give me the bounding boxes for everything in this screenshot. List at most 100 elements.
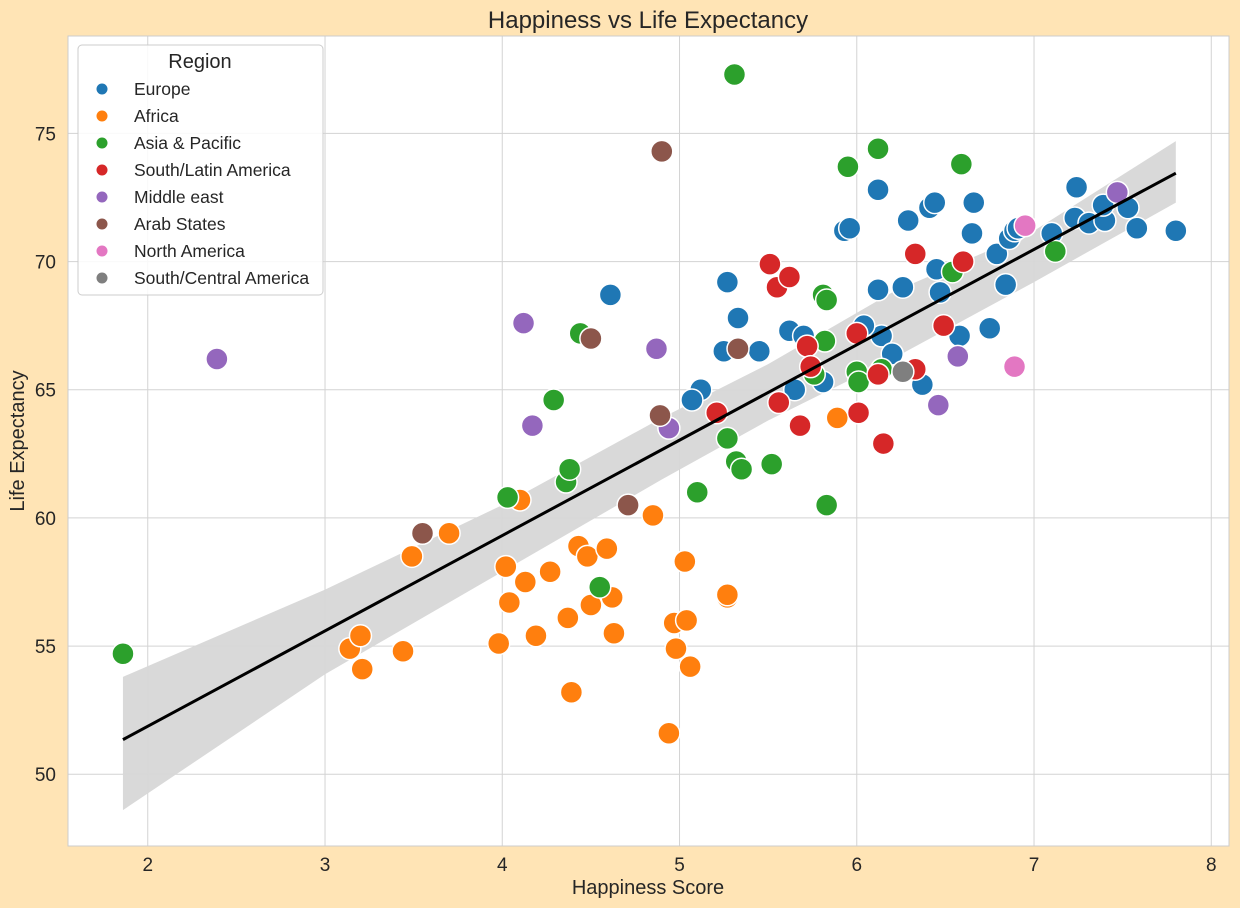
legend-marker — [96, 83, 108, 95]
legend-label: Europe — [134, 79, 190, 99]
data-point — [866, 137, 890, 161]
data-point — [391, 639, 415, 663]
data-point — [896, 208, 920, 233]
data-point — [513, 570, 538, 594]
series-north-america — [1002, 213, 1037, 379]
data-point — [350, 657, 374, 681]
data-point — [648, 403, 672, 428]
y-tick-label: 50 — [35, 765, 56, 786]
y-tick-label: 75 — [35, 124, 56, 145]
data-point — [524, 624, 548, 648]
data-point — [494, 554, 518, 579]
data-point — [788, 413, 812, 438]
data-point — [556, 606, 580, 630]
data-point — [495, 485, 520, 510]
y-tick-label: 70 — [35, 253, 56, 274]
data-point — [680, 388, 704, 412]
data-point — [977, 316, 1002, 340]
data-point — [866, 178, 890, 202]
data-point — [993, 272, 1018, 297]
data-point — [650, 139, 674, 164]
legend-label: Asia & Pacific — [134, 133, 241, 153]
regression-line — [122, 171, 1177, 741]
series-africa — [338, 406, 850, 745]
data-point — [559, 680, 584, 704]
legend-items: Europe Africa Asia & Pacific South/Latin Am… — [96, 79, 309, 288]
data-point — [846, 370, 871, 394]
data-point — [891, 360, 915, 384]
data-point — [836, 154, 860, 179]
data-point — [747, 339, 772, 364]
series-arab-states — [410, 139, 750, 546]
data-point — [520, 413, 545, 438]
data-point — [951, 249, 975, 274]
legend-marker — [96, 164, 108, 176]
data-point — [616, 493, 640, 517]
data-point — [777, 265, 802, 289]
data-point — [960, 221, 984, 246]
legend-label: South/Latin America — [134, 160, 291, 180]
legend-marker — [96, 218, 108, 230]
data-point — [1064, 175, 1089, 199]
data-point — [641, 503, 665, 528]
data-point — [949, 152, 974, 176]
data-point — [1164, 219, 1188, 243]
data-point — [814, 493, 839, 517]
x-tick-label: 4 — [497, 855, 508, 876]
data-point — [348, 624, 373, 648]
chart-title: Happiness vs Life Expectancy — [488, 7, 808, 34]
y-axis-title: Life Expectancy — [7, 370, 29, 511]
data-point — [866, 362, 890, 387]
data-point — [726, 306, 750, 330]
x-tick-label: 6 — [851, 855, 862, 876]
legend-marker — [96, 191, 108, 203]
legend-label: Africa — [134, 106, 179, 126]
series-middle-east — [205, 180, 1130, 440]
y-tick-label: 55 — [35, 637, 56, 658]
legend-marker — [96, 272, 108, 284]
x-tick-label: 8 — [1206, 855, 1217, 876]
data-point — [931, 313, 956, 338]
legend-label: North America — [134, 241, 245, 261]
x-tick-label: 5 — [674, 855, 685, 876]
data-point — [729, 457, 754, 481]
data-point — [759, 452, 784, 476]
data-point — [486, 631, 511, 656]
regression-line-group — [122, 171, 1177, 741]
data-point — [541, 388, 566, 412]
data-point — [673, 549, 697, 574]
plot-border — [67, 35, 1230, 847]
data-point — [497, 590, 522, 615]
series-south-central-america — [891, 360, 915, 384]
confidence-band — [122, 141, 1176, 811]
data-point — [595, 536, 619, 561]
axis-ticks: 2 3 4 5 6 7 8 50 55 60 65 70 75 — [35, 124, 1217, 876]
data-point — [837, 216, 862, 240]
data-point — [1125, 216, 1149, 240]
data-point — [985, 242, 1009, 266]
data-point — [575, 544, 600, 569]
legend-label: Middle east — [134, 187, 224, 207]
y-tick-label: 60 — [35, 509, 56, 530]
x-axis-title: Happiness Score — [572, 877, 724, 899]
legend-marker — [96, 110, 108, 122]
data-point — [758, 252, 782, 276]
data-point — [602, 621, 626, 645]
data-point — [891, 275, 915, 299]
data-point — [588, 575, 612, 599]
data-point — [962, 190, 986, 215]
data-point — [866, 278, 890, 302]
legend-marker — [96, 245, 108, 257]
data-point — [825, 406, 850, 430]
data-point — [1043, 239, 1068, 264]
data-point — [644, 336, 669, 361]
data-point — [400, 544, 424, 569]
legend-label: Arab States — [134, 214, 226, 234]
data-point — [767, 390, 791, 415]
data-point — [715, 426, 740, 451]
data-point — [674, 608, 699, 633]
legend-label: South/Central America — [134, 268, 309, 288]
data-point — [946, 344, 970, 369]
